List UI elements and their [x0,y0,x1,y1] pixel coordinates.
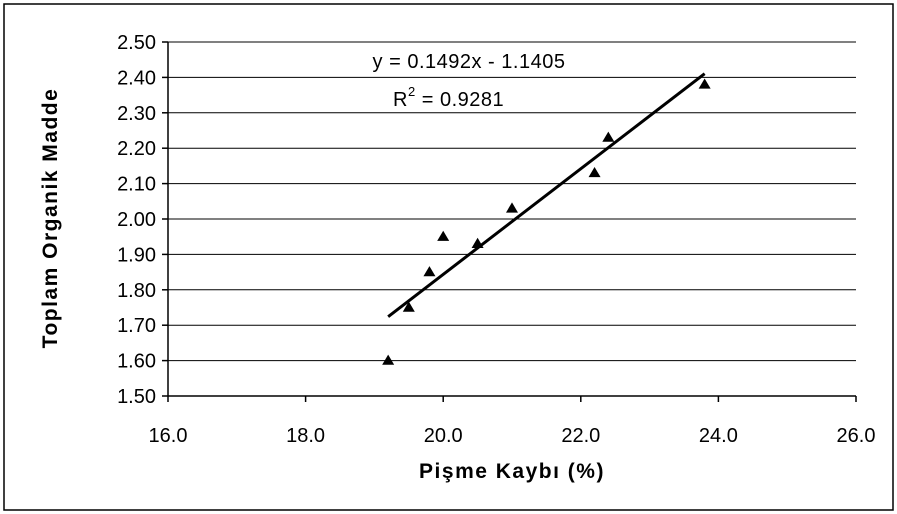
y-tick-label: 1.80 [117,280,156,302]
r-squared-label: R2 = 0.9281 [393,84,504,111]
r-squared-superscript: 2 [408,84,416,99]
data-points [382,78,711,365]
data-point-triangle [423,266,436,277]
y-tick-labels: 1.50 1.60 1.70 1.80 1.90 2.00 2.10 2.20 2.30 2.40… [117,32,156,408]
trendline [387,72,706,318]
data-point-triangle [506,202,518,213]
y-tick-label: 2.30 [117,103,156,125]
data-point-triangle [602,131,615,142]
data-point-triangle [437,230,450,241]
r-squared-prefix: R [393,89,408,111]
y-tick-label: 2.40 [117,67,156,89]
x-tick-label: 16.0 [149,425,188,447]
x-tick-label: 26.0 [837,425,876,447]
y-tick-label: 1.90 [117,244,156,266]
y-axis-label: Toplam Organik Madde [39,88,62,349]
r-squared-value: = 0.9281 [416,89,504,111]
y-tick-label: 1.50 [117,386,156,408]
trendline-group [387,72,706,318]
y-tick-label: 1.70 [117,315,156,337]
x-tick-label: 22.0 [561,425,600,447]
axes [162,41,857,402]
x-tick-label: 24.0 [699,425,738,447]
y-tick-label: 2.20 [117,138,156,160]
x-tick-labels: 16.0 18.0 20.0 22.0 24.0 26.0 [149,425,876,447]
data-point-triangle [402,301,415,312]
gridlines [168,41,856,362]
y-tick-label: 1.60 [117,351,156,373]
data-point-triangle [588,166,601,178]
x-tick-label: 18.0 [286,425,325,447]
x-tick-label: 20.0 [424,425,463,447]
data-point-triangle [698,78,711,89]
x-axis-label: Pişme Kaybı (%) [419,460,605,483]
data-point-triangle [471,237,484,248]
y-tick-label: 2.00 [117,209,156,231]
y-tick-label: 2.10 [117,174,156,196]
y-tick-label: 2.50 [117,32,156,54]
data-point-triangle [382,354,395,365]
trendline-equation: y = 0.1492x - 1.1405 [373,51,566,73]
chart-frame [3,3,894,511]
